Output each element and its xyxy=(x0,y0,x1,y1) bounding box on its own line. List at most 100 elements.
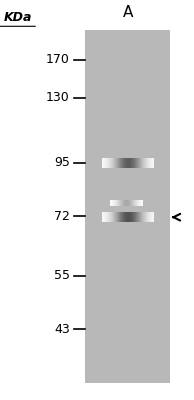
FancyBboxPatch shape xyxy=(118,158,119,168)
FancyBboxPatch shape xyxy=(112,212,113,222)
FancyBboxPatch shape xyxy=(152,212,153,222)
FancyBboxPatch shape xyxy=(129,158,130,168)
FancyBboxPatch shape xyxy=(107,158,108,168)
FancyBboxPatch shape xyxy=(103,212,104,222)
FancyBboxPatch shape xyxy=(134,212,135,222)
FancyBboxPatch shape xyxy=(136,158,137,168)
FancyBboxPatch shape xyxy=(141,212,142,222)
FancyBboxPatch shape xyxy=(145,158,146,168)
FancyBboxPatch shape xyxy=(128,212,129,222)
FancyBboxPatch shape xyxy=(148,158,149,168)
FancyBboxPatch shape xyxy=(124,212,125,222)
FancyBboxPatch shape xyxy=(135,212,136,222)
FancyBboxPatch shape xyxy=(151,212,152,222)
FancyBboxPatch shape xyxy=(149,212,150,222)
FancyBboxPatch shape xyxy=(103,158,104,168)
FancyBboxPatch shape xyxy=(122,212,123,222)
FancyBboxPatch shape xyxy=(127,158,128,168)
FancyBboxPatch shape xyxy=(108,158,109,168)
FancyBboxPatch shape xyxy=(115,212,116,222)
FancyBboxPatch shape xyxy=(119,212,120,222)
FancyBboxPatch shape xyxy=(147,158,148,168)
FancyBboxPatch shape xyxy=(145,212,146,222)
FancyBboxPatch shape xyxy=(130,212,131,222)
FancyBboxPatch shape xyxy=(144,212,145,222)
FancyBboxPatch shape xyxy=(139,158,140,168)
FancyBboxPatch shape xyxy=(120,158,121,168)
FancyBboxPatch shape xyxy=(146,212,147,222)
Text: A: A xyxy=(123,5,134,20)
Text: 170: 170 xyxy=(46,54,70,66)
FancyBboxPatch shape xyxy=(143,158,144,168)
Text: 43: 43 xyxy=(54,323,70,336)
Text: 95: 95 xyxy=(54,156,70,170)
FancyBboxPatch shape xyxy=(105,212,106,222)
FancyBboxPatch shape xyxy=(129,212,130,222)
Text: 72: 72 xyxy=(54,210,70,223)
FancyBboxPatch shape xyxy=(110,212,111,222)
FancyBboxPatch shape xyxy=(138,212,139,222)
FancyBboxPatch shape xyxy=(126,158,127,168)
Text: KDa: KDa xyxy=(3,11,32,24)
FancyBboxPatch shape xyxy=(116,158,117,168)
FancyBboxPatch shape xyxy=(137,212,138,222)
FancyBboxPatch shape xyxy=(147,212,148,222)
FancyBboxPatch shape xyxy=(140,212,141,222)
FancyBboxPatch shape xyxy=(126,212,127,222)
FancyBboxPatch shape xyxy=(128,158,129,168)
FancyBboxPatch shape xyxy=(138,158,139,168)
FancyBboxPatch shape xyxy=(106,158,107,168)
FancyBboxPatch shape xyxy=(142,212,143,222)
FancyBboxPatch shape xyxy=(119,158,120,168)
FancyBboxPatch shape xyxy=(148,212,149,222)
FancyBboxPatch shape xyxy=(131,158,132,168)
FancyBboxPatch shape xyxy=(146,158,147,168)
FancyBboxPatch shape xyxy=(127,212,128,222)
FancyBboxPatch shape xyxy=(104,158,105,168)
FancyBboxPatch shape xyxy=(125,158,126,168)
FancyBboxPatch shape xyxy=(142,158,143,168)
FancyBboxPatch shape xyxy=(134,158,135,168)
FancyBboxPatch shape xyxy=(123,212,124,222)
FancyBboxPatch shape xyxy=(140,158,141,168)
FancyBboxPatch shape xyxy=(121,212,122,222)
FancyBboxPatch shape xyxy=(132,158,133,168)
FancyBboxPatch shape xyxy=(85,30,170,383)
FancyBboxPatch shape xyxy=(116,212,117,222)
FancyBboxPatch shape xyxy=(133,158,134,168)
FancyBboxPatch shape xyxy=(107,212,108,222)
FancyBboxPatch shape xyxy=(122,158,123,168)
FancyBboxPatch shape xyxy=(152,158,153,168)
FancyBboxPatch shape xyxy=(125,212,126,222)
FancyBboxPatch shape xyxy=(112,158,113,168)
FancyBboxPatch shape xyxy=(117,158,118,168)
FancyBboxPatch shape xyxy=(151,158,152,168)
FancyBboxPatch shape xyxy=(143,212,144,222)
FancyBboxPatch shape xyxy=(137,158,138,168)
FancyBboxPatch shape xyxy=(109,158,110,168)
FancyBboxPatch shape xyxy=(109,212,110,222)
FancyBboxPatch shape xyxy=(105,158,106,168)
FancyBboxPatch shape xyxy=(118,212,119,222)
FancyBboxPatch shape xyxy=(131,212,132,222)
FancyBboxPatch shape xyxy=(113,212,114,222)
FancyBboxPatch shape xyxy=(108,212,109,222)
FancyBboxPatch shape xyxy=(153,212,154,222)
FancyBboxPatch shape xyxy=(132,212,133,222)
FancyBboxPatch shape xyxy=(120,212,121,222)
FancyBboxPatch shape xyxy=(153,158,154,168)
Text: 55: 55 xyxy=(54,269,70,282)
FancyBboxPatch shape xyxy=(133,212,134,222)
FancyBboxPatch shape xyxy=(102,212,103,222)
Text: 130: 130 xyxy=(46,91,70,104)
FancyBboxPatch shape xyxy=(124,158,125,168)
FancyBboxPatch shape xyxy=(111,212,112,222)
FancyBboxPatch shape xyxy=(141,158,142,168)
FancyBboxPatch shape xyxy=(139,212,140,222)
FancyBboxPatch shape xyxy=(135,158,136,168)
FancyBboxPatch shape xyxy=(130,158,131,168)
FancyBboxPatch shape xyxy=(136,212,137,222)
FancyBboxPatch shape xyxy=(106,212,107,222)
FancyBboxPatch shape xyxy=(114,212,115,222)
FancyBboxPatch shape xyxy=(150,212,151,222)
